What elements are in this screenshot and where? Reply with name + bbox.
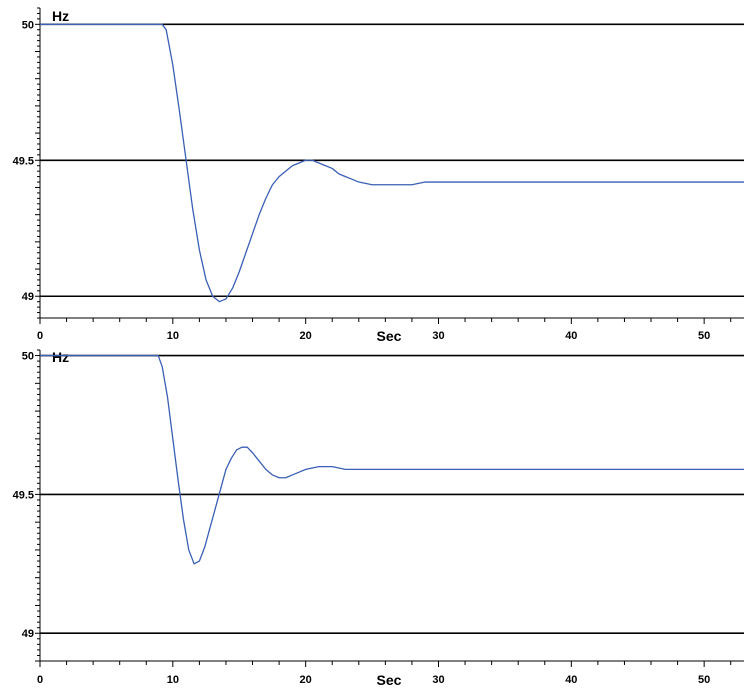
x-tick-label: 10 [167,330,179,342]
series-line [40,23,744,303]
x-tick-label: 50 [698,330,710,342]
chart-panel-top: 49 49.5 50 0 10 20 30 40 50 Hz Sec [13,7,744,344]
chart-panel-bottom: 49 49.5 50 0 10 20 30 40 50 Hz Sec [13,349,744,688]
series-line [40,354,744,565]
y-tick-label: 50 [22,19,34,31]
x-tick-label: 0 [37,330,43,342]
x-tick-label: 40 [565,674,577,686]
y-tick-label: 49 [22,628,34,640]
x-tick-label: 0 [37,674,43,686]
x-tick-label: 20 [300,674,312,686]
y-tick-label: 50 [22,351,34,363]
x-tick-label: 20 [300,330,312,342]
y-axis-title: Hz [52,349,69,365]
x-tick-label: 30 [432,674,444,686]
y-axis-title: Hz [52,8,69,24]
x-tick-label: 40 [565,330,577,342]
x-tick-label: 10 [167,674,179,686]
x-axis-title: Sec [377,672,402,688]
x-tick-label: 30 [432,330,444,342]
y-tick-label: 49.5 [13,489,34,501]
x-axis-title: Sec [377,328,402,344]
y-tick-label: 49.5 [13,155,34,167]
x-tick-label: 50 [698,674,710,686]
y-tick-label: 49 [22,291,34,303]
